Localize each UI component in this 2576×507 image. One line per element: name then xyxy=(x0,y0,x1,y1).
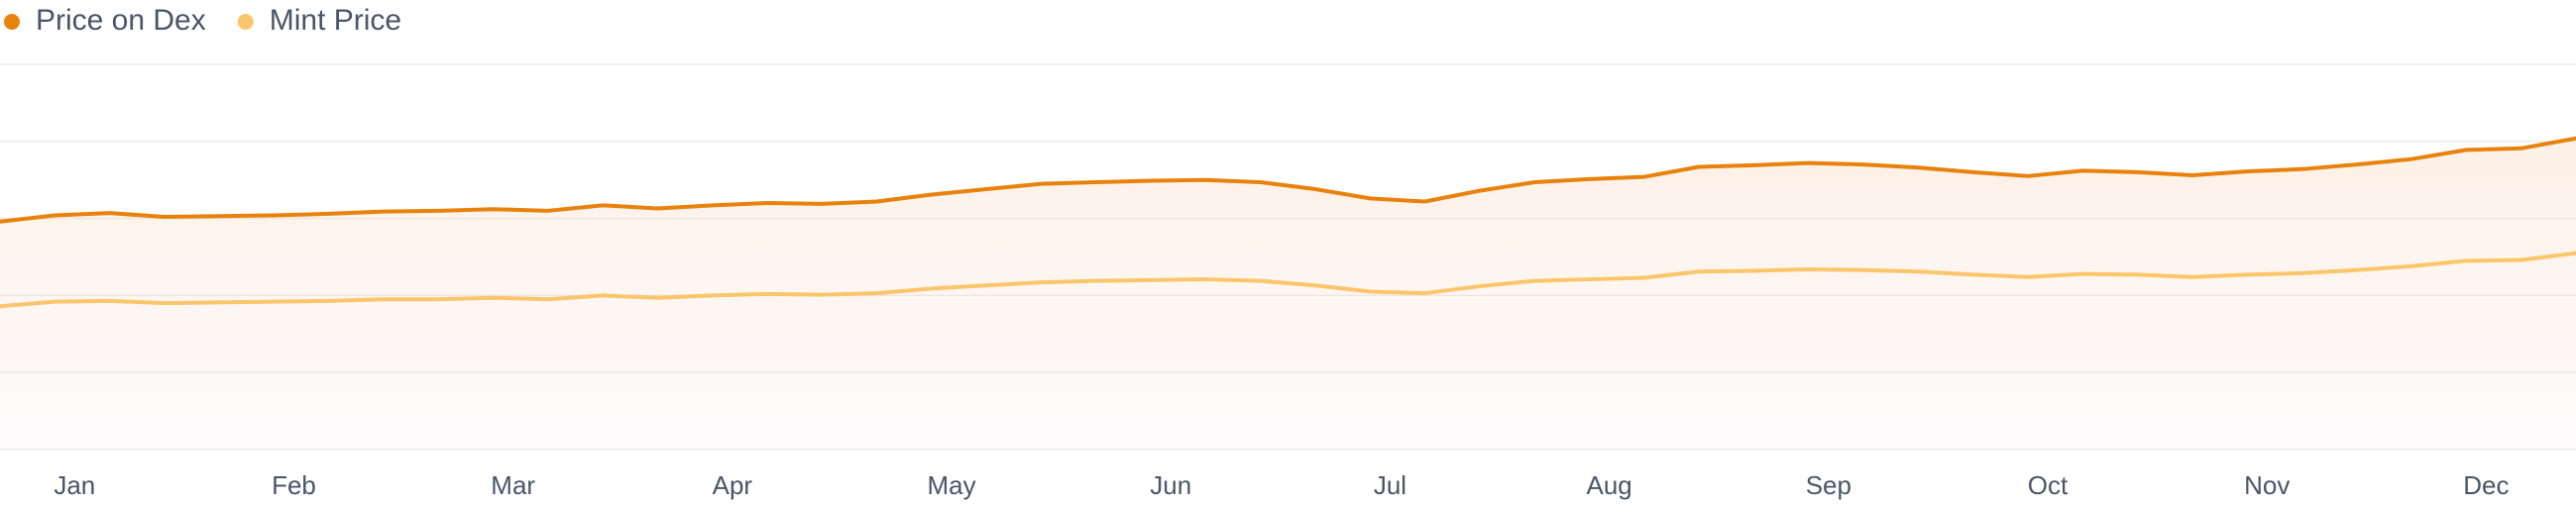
x-tick-label: Aug xyxy=(1587,470,1632,500)
x-tick-label: Dec xyxy=(2463,470,2509,500)
x-tick-label: Jun xyxy=(1150,470,1191,500)
x-tick-label: May xyxy=(928,470,976,500)
x-tick-label: Sep xyxy=(1806,470,1851,500)
x-tick-label: Apr xyxy=(713,470,753,500)
area xyxy=(0,138,2576,451)
series-line xyxy=(0,136,2576,224)
x-tick-label: Feb xyxy=(272,470,316,500)
x-tick-label: Oct xyxy=(2028,470,2069,500)
x-tick-label: Jul xyxy=(1374,470,1406,500)
series-line xyxy=(0,251,2576,309)
legend-dot xyxy=(237,14,254,30)
x-tick-label: Nov xyxy=(2244,470,2290,500)
legend-label: Mint Price xyxy=(270,4,401,37)
x-tick-label: Mar xyxy=(491,470,535,500)
legend-label: Price on Dex xyxy=(36,4,206,37)
legend-dot xyxy=(4,14,20,30)
x-tick-label: Jan xyxy=(54,470,95,500)
